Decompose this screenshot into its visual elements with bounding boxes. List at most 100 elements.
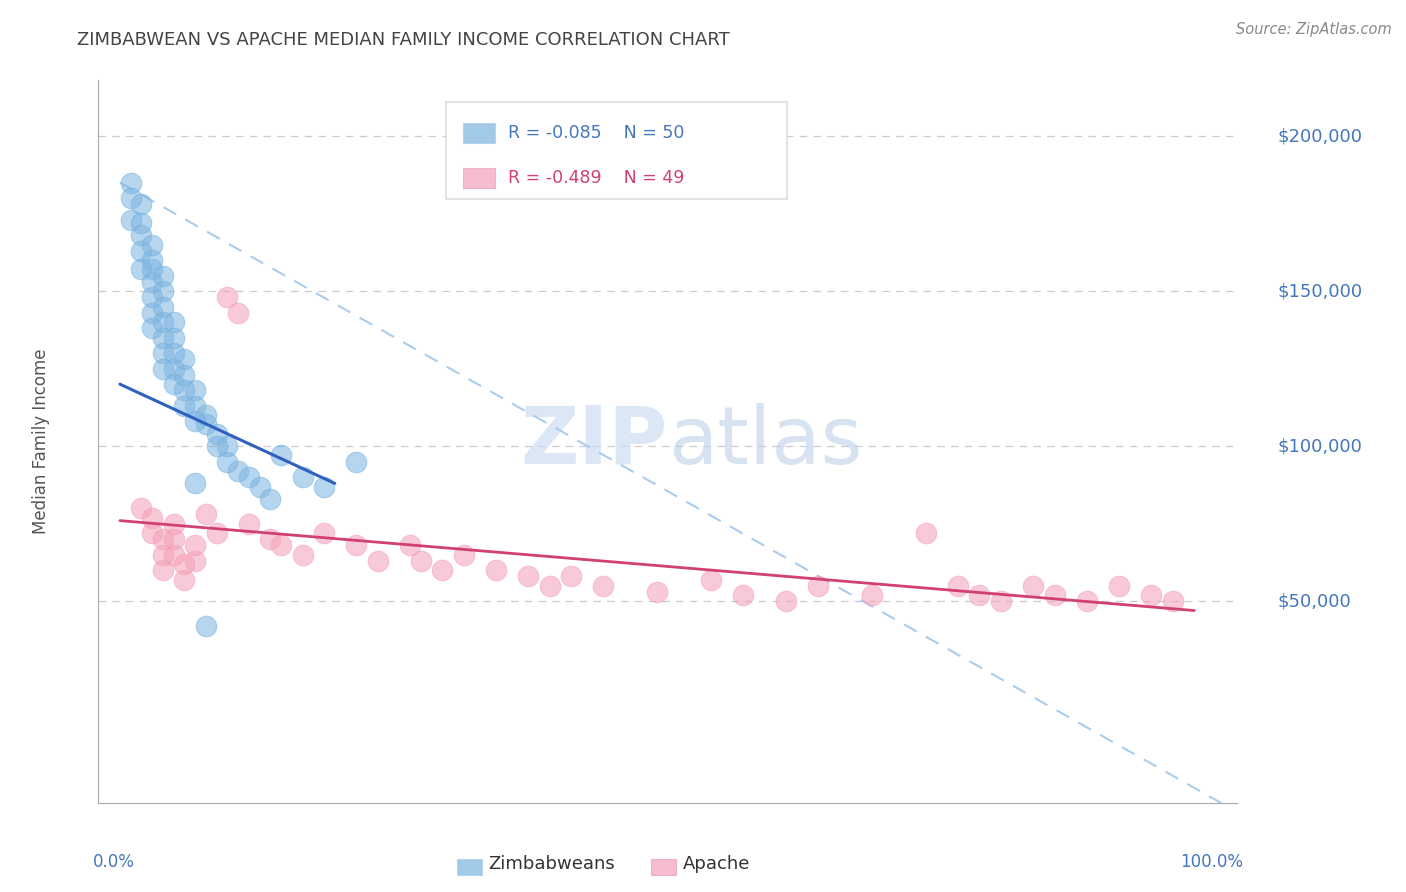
Point (152, 548, 174, 562)
Point (141, 321, 163, 335)
Point (1161, 594, 1184, 608)
Point (162, 516, 184, 531)
Point (990, 594, 1012, 608)
Point (152, 361, 174, 376)
Point (141, 253, 163, 268)
Point (184, 554, 207, 568)
Point (249, 479, 271, 493)
Point (162, 377, 184, 392)
Point (184, 414, 207, 428)
Text: Zimbabweans: Zimbabweans (488, 855, 614, 873)
Point (217, 290, 239, 304)
Point (399, 538, 422, 552)
Point (344, 455, 367, 469)
Point (131, 244, 153, 258)
Point (291, 470, 314, 484)
Point (141, 237, 163, 252)
Point (453, 548, 475, 562)
Text: Apache: Apache (683, 855, 749, 873)
Point (173, 384, 195, 398)
Text: atlas: atlas (668, 402, 862, 481)
Point (194, 417, 217, 432)
Point (131, 216, 153, 230)
Point (485, 563, 508, 577)
Point (194, 619, 217, 633)
Point (173, 573, 195, 587)
Bar (463, 123, 495, 144)
Point (131, 228, 153, 243)
Point (969, 588, 991, 602)
Point (141, 306, 163, 320)
Point (860, 588, 883, 602)
Point (731, 588, 754, 602)
Point (946, 579, 969, 593)
Point (1140, 588, 1163, 602)
Point (152, 346, 174, 360)
Point (141, 262, 163, 277)
Point (409, 554, 432, 568)
Point (173, 399, 195, 413)
Point (205, 439, 228, 453)
Point (120, 212, 142, 227)
Point (131, 501, 153, 516)
Point (152, 268, 174, 283)
Point (152, 331, 174, 345)
Point (238, 516, 260, 531)
Point (560, 569, 582, 583)
Point (184, 399, 207, 413)
Point (120, 191, 142, 205)
Point (152, 563, 174, 577)
Point (270, 449, 292, 463)
Point (173, 557, 195, 571)
Point (152, 315, 174, 329)
Point (238, 470, 260, 484)
Text: 100.0%: 100.0% (1180, 854, 1243, 871)
Text: R = -0.489    N = 49: R = -0.489 N = 49 (509, 169, 685, 187)
Point (184, 538, 207, 552)
Point (131, 262, 153, 277)
Text: ZIP: ZIP (520, 402, 668, 481)
Point (517, 569, 540, 583)
Point (162, 361, 184, 376)
Point (700, 573, 723, 587)
Text: $50,000: $50,000 (1277, 592, 1351, 610)
Bar (457, 859, 482, 875)
Point (259, 533, 281, 547)
Point (131, 197, 153, 211)
Point (173, 352, 195, 367)
Point (226, 306, 249, 320)
Point (432, 563, 454, 577)
Point (152, 300, 174, 314)
Point (1076, 594, 1098, 608)
Point (1043, 588, 1066, 602)
Point (367, 554, 389, 568)
Point (141, 290, 163, 304)
Point (538, 579, 561, 593)
Point (141, 526, 163, 541)
Point (205, 426, 228, 441)
Bar (463, 168, 495, 188)
Point (270, 538, 292, 552)
Point (162, 548, 184, 562)
Point (312, 479, 335, 493)
Point (344, 538, 367, 552)
Point (141, 510, 163, 524)
Point (259, 491, 281, 506)
Point (120, 176, 142, 190)
FancyBboxPatch shape (446, 102, 787, 200)
Point (807, 579, 830, 593)
Point (173, 368, 195, 382)
Text: R = -0.085    N = 50: R = -0.085 N = 50 (509, 124, 685, 142)
Point (312, 526, 335, 541)
Point (775, 594, 797, 608)
Point (226, 464, 249, 478)
Text: $200,000: $200,000 (1277, 127, 1362, 145)
Point (194, 408, 217, 422)
Text: ZIMBABWEAN VS APACHE MEDIAN FAMILY INCOME CORRELATION CHART: ZIMBABWEAN VS APACHE MEDIAN FAMILY INCOM… (77, 31, 730, 49)
Point (205, 526, 228, 541)
Point (1022, 579, 1045, 593)
Point (162, 331, 184, 345)
Text: $100,000: $100,000 (1277, 437, 1362, 455)
Text: $150,000: $150,000 (1277, 282, 1362, 300)
Point (1108, 579, 1130, 593)
